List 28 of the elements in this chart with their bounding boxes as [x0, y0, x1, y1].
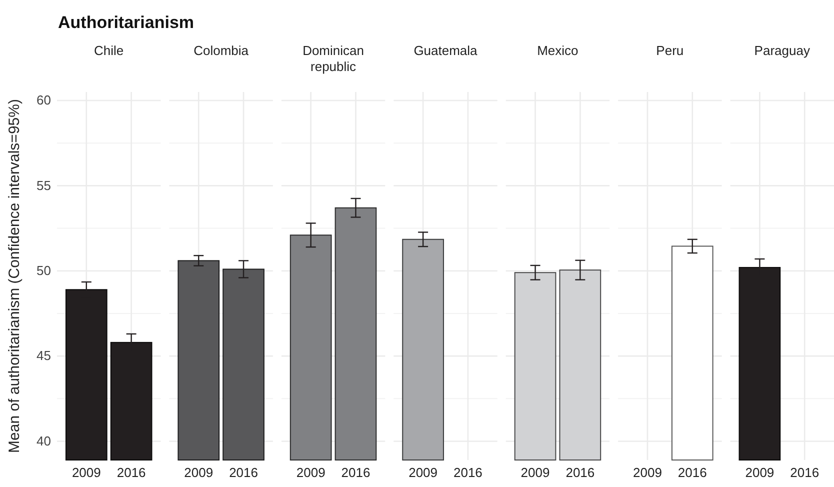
- y-tick-label: 50: [36, 263, 51, 278]
- chart-subtitle: Chile: [94, 43, 124, 58]
- y-tick-label: 45: [36, 348, 51, 364]
- x-tick-label: 2009: [72, 465, 101, 480]
- chart-subtitle: Dominican republic: [302, 43, 364, 74]
- x-tick-label: 2016: [341, 465, 370, 480]
- x-tick-label: 2016: [678, 465, 707, 480]
- x-tick-label: 2009: [633, 465, 662, 480]
- x-tick-label: 2016: [790, 465, 820, 480]
- y-tick-label: 55: [36, 178, 51, 193]
- chart-subtitle: Paraguay: [754, 43, 810, 58]
- chart-subtitle: Peru: [656, 43, 684, 58]
- x-tick-label: 2009: [408, 465, 438, 480]
- y-axis-title: Mean of authoritarianism (Confidence intervals=95%): [6, 99, 23, 453]
- y-tick-label: 40: [36, 433, 51, 448]
- chart-subtitle: Guatemala: [414, 43, 478, 58]
- chart-subtitle: Colombia: [194, 43, 250, 58]
- x-tick-label: 2016: [453, 465, 482, 480]
- x-tick-label: 2016: [116, 465, 146, 480]
- chart-title: Authoritarianism: [58, 13, 194, 32]
- x-tick-label: 2009: [745, 465, 774, 480]
- x-tick-label: 2009: [520, 465, 550, 480]
- chart-subtitle: Mexico: [537, 43, 578, 58]
- x-tick-label: 2009: [184, 465, 214, 480]
- x-tick-label: 2016: [566, 465, 595, 480]
- x-tick-label: 2016: [229, 465, 258, 480]
- y-tick-label: 60: [36, 92, 51, 108]
- x-tick-label: 2009: [296, 465, 326, 480]
